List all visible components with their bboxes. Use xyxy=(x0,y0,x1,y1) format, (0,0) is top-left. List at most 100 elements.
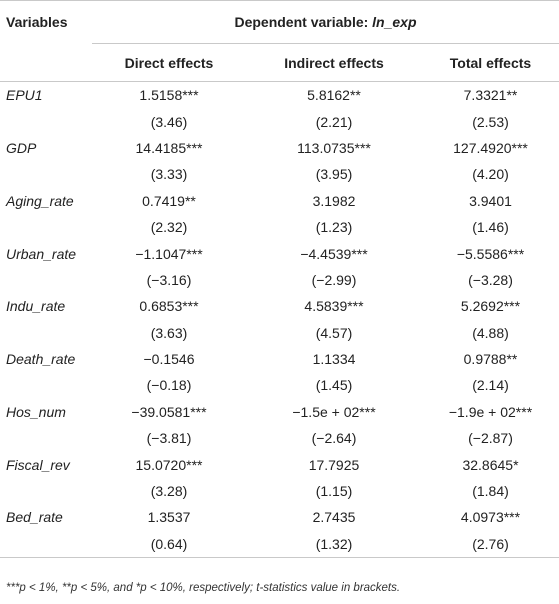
coefficient-cell: 3.9401 xyxy=(469,192,512,209)
t-statistic-row: (−3.81) (−2.64) (−2.87) xyxy=(0,425,559,451)
coefficient-cell: −1.1047*** xyxy=(135,245,203,262)
coefficient-cell: 17.7925 xyxy=(308,456,360,473)
coefficient-cell: −1.9e + 02*** xyxy=(448,403,533,420)
variable-name: Urban_rate xyxy=(6,245,77,262)
coefficient-cell: 127.4920*** xyxy=(453,139,528,156)
t-statistic-cell: (2.21) xyxy=(315,113,353,130)
coefficient-cell: 0.6853*** xyxy=(139,298,199,315)
dependent-label: Dependent variable: xyxy=(234,14,373,30)
t-statistic-cell: (3.46) xyxy=(150,113,188,130)
coefficient-cell: 3.1982 xyxy=(312,192,356,209)
t-statistic-row: (−3.16) (−2.99) (−3.28) xyxy=(0,267,559,293)
t-statistic-cell: (−3.28) xyxy=(468,271,513,288)
coefficient-cell: 1.1334 xyxy=(312,351,356,368)
coefficient-row: EPU1 1.5158*** 5.8162** 7.3321** xyxy=(0,82,559,109)
regression-table: Variables Dependent variable: ln_exp Dir… xyxy=(0,0,559,559)
blank-cell xyxy=(0,530,92,559)
coefficient-cell: 4.0973*** xyxy=(460,509,521,526)
t-statistic-cell: (3.28) xyxy=(150,483,188,500)
t-statistic-cell: (−2.87) xyxy=(468,430,513,447)
coefficient-row: Indu_rate 0.6853*** 4.5839*** 5.2692*** xyxy=(0,293,559,319)
variable-name: Indu_rate xyxy=(6,298,66,315)
coefficient-cell: 113.0735*** xyxy=(297,139,371,156)
coefficient-row: Aging_rate 0.7419** 3.1982 3.9401 xyxy=(0,188,559,214)
t-statistic-row: (0.64) (1.32) (2.76) xyxy=(0,530,559,559)
t-statistic-cell: (2.14) xyxy=(472,377,509,394)
coefficient-cell: 1.5158*** xyxy=(139,87,199,104)
variable-name: Bed_rate xyxy=(6,509,63,526)
t-statistic-row: (3.46) (2.21) (2.53) xyxy=(0,108,559,134)
t-statistic-cell: (−3.81) xyxy=(146,430,192,447)
coefficient-row: GDP 14.4185*** 113.0735*** 127.4920*** xyxy=(0,135,559,161)
coefficient-row: Death_rate −0.1546 1.1334 0.9788** xyxy=(0,346,559,372)
column-header-direct: Direct effects xyxy=(92,43,246,82)
coefficient-cell: 14.4185*** xyxy=(135,139,203,156)
variable-name: Aging_rate xyxy=(6,192,74,209)
t-statistic-cell: (1.46) xyxy=(472,219,509,236)
coefficient-cell: 32.8645* xyxy=(462,456,519,473)
t-statistic-row: (3.63) (4.57) (4.88) xyxy=(0,320,559,346)
t-statistic-cell: (−0.18) xyxy=(146,377,192,394)
coefficient-row: Urban_rate −1.1047*** −4.4539*** −5.5586*** xyxy=(0,240,559,266)
blank-cell xyxy=(0,267,92,293)
coefficient-cell: −0.1546 xyxy=(143,351,195,368)
t-statistic-cell: (4.57) xyxy=(315,324,353,341)
dependent-var-name: ln_exp xyxy=(372,14,417,30)
variable-name: Hos_num xyxy=(6,403,66,420)
coefficient-cell: 5.8162** xyxy=(307,87,361,104)
blank-cell xyxy=(0,161,92,187)
t-statistic-cell: (1.45) xyxy=(315,377,353,394)
variable-name: Death_rate xyxy=(6,351,76,368)
t-statistic-cell: (1.84) xyxy=(472,483,509,500)
blank-cell xyxy=(0,425,92,451)
coefficient-cell: 4.5839*** xyxy=(304,298,364,315)
variable-name: Fiscal_rev xyxy=(6,456,70,473)
t-statistic-cell: (4.88) xyxy=(472,324,509,341)
t-statistic-cell: (1.15) xyxy=(315,483,353,500)
table-body: EPU1 1.5158*** 5.8162** 7.3321** (3.46) (2.21… xyxy=(0,82,559,559)
coefficient-cell: 15.0720*** xyxy=(135,456,203,473)
t-statistic-cell: (3.33) xyxy=(150,166,188,183)
t-statistic-row: (2.32) (1.23) (1.46) xyxy=(0,214,559,240)
t-statistic-row: (3.33) (3.95) (4.20) xyxy=(0,161,559,187)
header-row-2: Direct effects Indirect effects Total ef… xyxy=(0,43,559,82)
variable-name: EPU1 xyxy=(6,87,43,104)
coefficient-row: Hos_num −39.0581*** −1.5e + 02*** −1.9e + 0… xyxy=(0,399,559,425)
dependent-variable-header: Dependent variable: ln_exp xyxy=(92,0,559,44)
t-statistic-cell: (2.53) xyxy=(472,113,509,130)
blank-cell xyxy=(0,214,92,240)
coefficient-cell: −39.0581*** xyxy=(131,403,207,420)
blank-cell xyxy=(0,108,92,134)
table-footnote: ***p < 1%, **p < 5%, and *p < 10%, respe… xyxy=(6,582,401,594)
t-statistic-cell: (−3.16) xyxy=(146,271,192,288)
coefficient-row: Bed_rate 1.3537 2.7435 4.0973*** xyxy=(0,504,559,530)
blank-cell xyxy=(0,320,92,346)
coefficient-cell: −5.5586*** xyxy=(456,245,525,262)
t-statistic-cell: (2.32) xyxy=(150,219,188,236)
coefficient-cell: 7.3321** xyxy=(463,87,518,104)
header-row-1: Variables Dependent variable: ln_exp xyxy=(0,0,559,44)
column-header-indirect: Indirect effects xyxy=(246,43,422,82)
coefficient-cell: 0.9788** xyxy=(463,351,518,368)
coefficient-cell: 5.2692*** xyxy=(460,298,521,315)
column-header-total: Total effects xyxy=(422,43,559,82)
t-statistic-cell: (−2.99) xyxy=(311,271,357,288)
t-statistic-row: (3.28) (1.15) (1.84) xyxy=(0,478,559,504)
t-statistic-cell: (3.95) xyxy=(315,166,353,183)
coefficient-cell: 0.7419** xyxy=(142,192,196,209)
coefficient-cell: −4.4539*** xyxy=(300,245,368,262)
variables-header: Variables xyxy=(0,0,92,44)
blank-cell xyxy=(0,478,92,504)
coefficient-row: Fiscal_rev 15.0720*** 17.7925 32.8645* xyxy=(0,451,559,477)
t-statistic-cell: (4.20) xyxy=(472,166,509,183)
t-statistic-cell: (2.76) xyxy=(422,530,559,559)
t-statistic-cell: (−2.64) xyxy=(311,430,357,447)
t-statistic-cell: (0.64) xyxy=(92,530,246,559)
t-statistic-cell: (3.63) xyxy=(150,324,188,341)
t-statistic-row: (−0.18) (1.45) (2.14) xyxy=(0,372,559,398)
variable-name: GDP xyxy=(6,139,37,156)
blank-header-cell xyxy=(0,43,92,82)
coefficient-cell: 1.3537 xyxy=(147,509,191,526)
t-statistic-cell: (1.23) xyxy=(315,219,353,236)
